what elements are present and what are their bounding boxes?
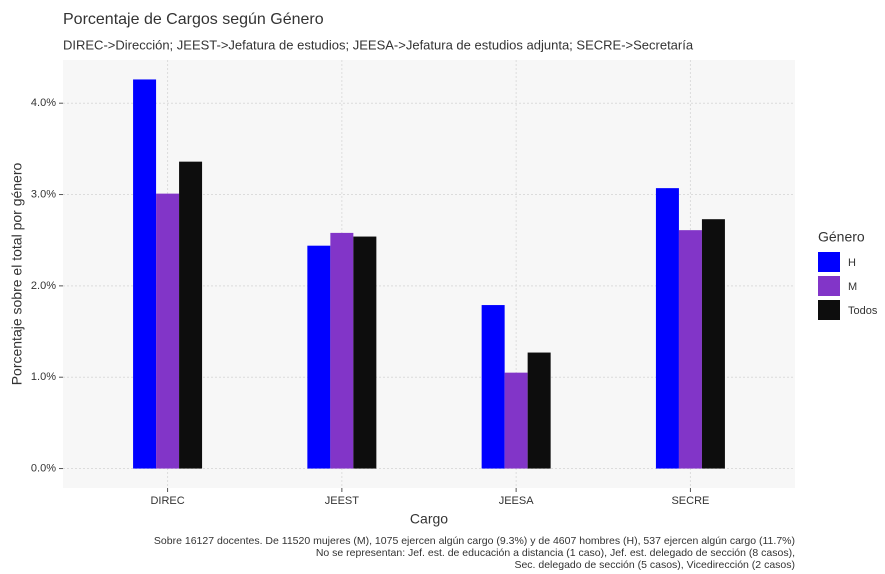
bar [655,188,679,469]
bar [527,352,551,469]
y-axis-label: Porcentaje sobre el total por género [9,162,25,385]
x-tick-label: JEEST [325,495,360,507]
x-tick-label: JEESA [499,495,535,507]
y-tick-label: 3.0% [31,188,56,200]
caption: Sec. delegado de sección (5 casos), Vice… [514,559,795,571]
y-tick-label: 1.0% [31,371,56,383]
bar [156,193,180,469]
bar [307,245,331,469]
legend-key [818,300,840,320]
legend-key [818,252,840,272]
x-tick-label: DIREC [150,495,184,507]
bar [481,305,505,469]
chart-title: Porcentaje de Cargos según Género [63,11,324,28]
bar [133,79,157,469]
legend-label: Todos [848,305,878,317]
bar [678,230,702,469]
y-tick-label: 0.0% [31,462,56,474]
bar [504,372,528,469]
legend-label: H [848,257,856,269]
legend-title: Género [818,229,865,245]
caption: Sobre 16127 docentes. De 11520 mujeres (… [154,535,795,547]
bar [330,232,354,469]
y-tick-label: 4.0% [31,97,56,109]
bar [701,219,725,469]
bar [353,236,377,469]
legend-key [818,276,840,296]
legend-label: M [848,281,857,293]
chart-subtitle: DIREC->Dirección; JEEST->Jefatura de est… [63,37,694,52]
y-tick-label: 2.0% [31,280,56,292]
x-axis-label: Cargo [410,511,448,527]
caption: No se representan: Jef. est. de educació… [316,547,795,559]
x-tick-label: SECRE [671,495,709,507]
bar [179,161,203,469]
